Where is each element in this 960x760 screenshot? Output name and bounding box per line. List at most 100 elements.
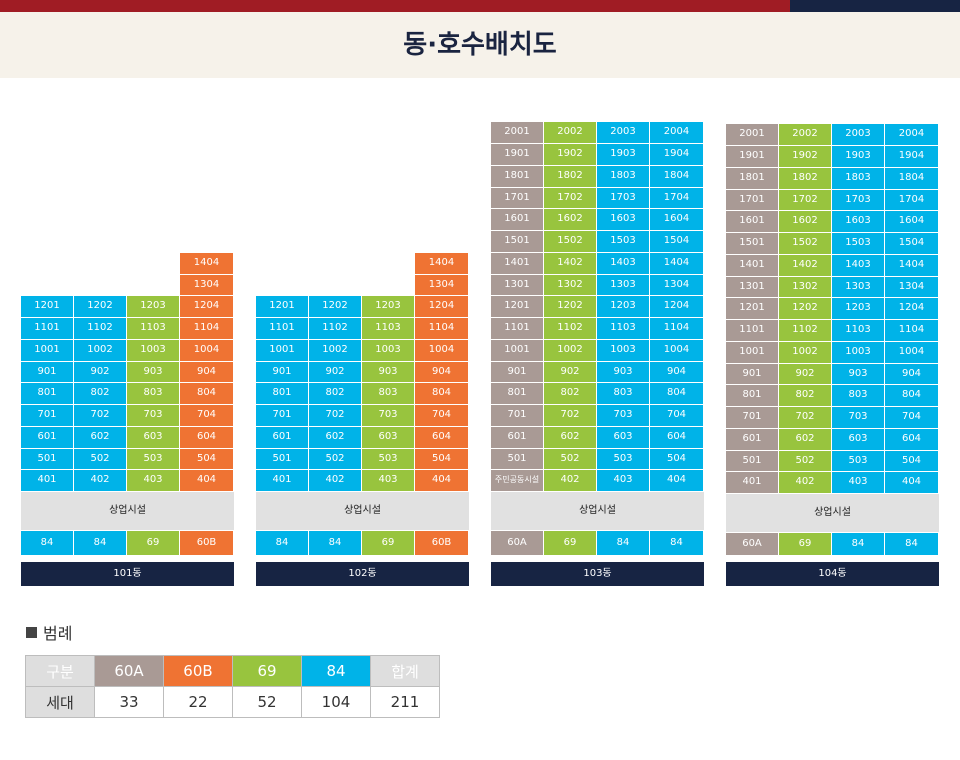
unit-cell: 1803 [597, 165, 650, 188]
unit-cell: 1303 [832, 276, 885, 299]
unit-cell: 1603 [832, 211, 885, 233]
unit-cell: 1604 [650, 209, 704, 231]
unit-cell: 604 [415, 426, 469, 449]
unit-cell: 401 [21, 470, 74, 492]
unit-cell: 504 [650, 448, 704, 471]
unit-cell: 601 [21, 426, 74, 449]
unit-type-cell: 84 [309, 531, 362, 555]
legend-total-label: 합계 [370, 655, 440, 687]
unit-cell: 1103 [127, 318, 180, 340]
unit-cell: 903 [597, 361, 650, 384]
unit-cell: 802 [779, 385, 832, 407]
unit-cell: 502 [544, 448, 597, 471]
unit-cell: 502 [779, 450, 832, 473]
unit-cell: 1104 [415, 318, 469, 340]
legend-type-84: 84 [301, 655, 371, 687]
unit-cell: 1002 [544, 339, 597, 362]
unit-cell: 1002 [779, 341, 832, 364]
unit-cell: 704 [650, 405, 704, 427]
top-bar-red [0, 0, 790, 12]
unit-cell: 1903 [597, 144, 650, 166]
unit-cell: 504 [415, 448, 469, 471]
unit-cell: 604 [180, 426, 234, 449]
unit-cell: 602 [544, 426, 597, 449]
unit-cell: 601 [726, 428, 779, 451]
unit-cell: 1303 [597, 274, 650, 297]
unit-cell: 403 [127, 470, 180, 492]
unit-cell: 1802 [544, 165, 597, 188]
unit-cell: 1003 [362, 339, 415, 362]
unit-type-cell: 84 [650, 531, 704, 555]
unit-cell: 1703 [597, 187, 650, 210]
unit-cell: 404 [650, 470, 704, 492]
unit-cell: 903 [362, 361, 415, 384]
unit-cell: 1403 [597, 252, 650, 275]
unit-cell: 803 [597, 383, 650, 405]
unit-cell: 1203 [362, 296, 415, 318]
unit-cell: 1901 [726, 146, 779, 168]
building-name-label: 102동 [256, 562, 469, 586]
unit-cell: 1501 [491, 231, 544, 253]
unit-cell: 701 [21, 405, 74, 427]
unit-cell: 1502 [544, 231, 597, 253]
unit-cell: 1304 [885, 276, 939, 299]
unit-cell: 901 [21, 361, 74, 384]
unit-cell: 2001 [491, 122, 544, 144]
unit-type-cell: 84 [21, 531, 74, 555]
unit-cell: 801 [256, 383, 309, 405]
unit-cell: 1902 [544, 144, 597, 166]
unit-cell: 803 [127, 383, 180, 405]
unit-type-cell: 84 [597, 531, 650, 555]
page-title: 동·호수배치도 [403, 30, 557, 60]
unit-type-cell: 69 [127, 531, 180, 555]
unit-cell: 1004 [885, 341, 939, 364]
unit-cell: 1601 [491, 209, 544, 231]
unit-type-cell: 60A [491, 531, 544, 555]
unit-cell: 2004 [885, 124, 939, 146]
unit-cell: 1402 [544, 252, 597, 275]
unit-cell: 403 [832, 472, 885, 494]
unit-cell: 1101 [726, 320, 779, 342]
unit-cell: 2002 [544, 122, 597, 144]
unit-cell: 1204 [180, 296, 234, 318]
legend-type-60b: 60B [163, 655, 233, 687]
unit-cell: 603 [832, 428, 885, 451]
unit-cell: 1603 [597, 209, 650, 231]
unit-cell: 503 [362, 448, 415, 471]
unit-cell: 404 [885, 472, 939, 494]
unit-type-cell: 60A [726, 533, 779, 555]
unit-cell: 501 [726, 450, 779, 473]
unit-cell: 703 [127, 405, 180, 427]
unit-cell: 1904 [650, 144, 704, 166]
unit-cell: 604 [885, 428, 939, 451]
unit-cell: 1702 [779, 189, 832, 212]
unit-cell: 1901 [491, 144, 544, 166]
unit-cell: 1102 [779, 320, 832, 342]
top-bar-navy [790, 0, 960, 12]
unit-cell: 404 [180, 470, 234, 492]
unit-cell: 702 [544, 405, 597, 427]
building-name-label: 103동 [491, 562, 704, 586]
unit-type-cell: 84 [74, 531, 127, 555]
unit-type-cell: 60B [415, 531, 469, 555]
unit-cell: 502 [309, 448, 362, 471]
unit-cell: 1003 [597, 339, 650, 362]
unit-cell: 1001 [21, 339, 74, 362]
unit-cell: 402 [74, 470, 127, 492]
unit-cell: 804 [415, 383, 469, 405]
unit-cell: 904 [650, 361, 704, 384]
unit-cell: 904 [415, 361, 469, 384]
commercial-facility: 상업시설 [726, 494, 939, 532]
unit-cell: 1204 [650, 296, 704, 318]
legend-type-60a: 60A [94, 655, 164, 687]
legend-count-69: 52 [232, 686, 302, 718]
unit-cell: 701 [256, 405, 309, 427]
unit-cell: 1003 [832, 341, 885, 364]
unit-cell: 1204 [415, 296, 469, 318]
unit-cell: 402 [309, 470, 362, 492]
unit-cell: 1903 [832, 146, 885, 168]
unit-cell: 1904 [885, 146, 939, 168]
unit-cell: 1201 [726, 298, 779, 320]
unit-type-cell: 84 [256, 531, 309, 555]
unit-type-cell: 69 [544, 531, 597, 555]
